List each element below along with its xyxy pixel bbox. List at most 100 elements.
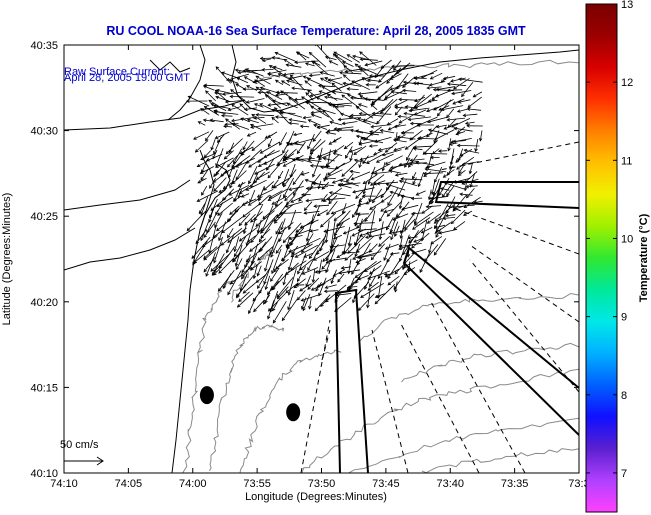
current-vector [457, 145, 480, 147]
current-vector-head [327, 78, 332, 82]
current-vector [206, 153, 223, 162]
current-vector [251, 138, 267, 151]
current-vector-head [279, 142, 283, 146]
current-vector-head [364, 268, 368, 273]
current-vector-head [292, 132, 297, 137]
current-vector-head [285, 244, 290, 248]
current-vector-head [275, 250, 280, 254]
current-vector [329, 102, 353, 106]
current-vector-head [443, 126, 448, 130]
current-vector-head [256, 194, 261, 198]
current-vector-head [346, 87, 351, 91]
current-vector [294, 138, 315, 145]
current-vector-head [376, 181, 381, 186]
colorbar-tick-label: 9 [621, 312, 627, 324]
current-vector-head [186, 227, 191, 232]
current-vector-head [330, 280, 334, 285]
current-vector [223, 125, 233, 128]
current-vector-head [341, 173, 345, 177]
current-vector [411, 232, 430, 249]
current-vector-head [379, 110, 384, 114]
current-vector-head [412, 175, 416, 180]
current-vector-head [235, 83, 240, 87]
depth-contour [209, 324, 285, 472]
current-vector-head [288, 121, 292, 126]
current-vector-head [281, 317, 286, 322]
current-vector [327, 162, 346, 176]
current-vector-head [282, 281, 286, 286]
current-vector-head [331, 82, 335, 87]
current-vector [334, 145, 345, 153]
current-vector [222, 273, 232, 289]
current-vector [430, 195, 449, 200]
current-vector [271, 195, 288, 205]
current-vector-head [365, 83, 369, 87]
current-vector [462, 161, 479, 165]
current-vector-head [250, 125, 254, 129]
current-vector-head [236, 304, 241, 308]
current-vector [403, 259, 418, 268]
x-axis-label: Longitude (Degrees:Minutes) [245, 491, 387, 503]
current-vector-head [336, 223, 340, 227]
current-vector-head [223, 155, 228, 160]
current-vector [257, 188, 274, 198]
current-vector-head [342, 61, 346, 65]
current-vector [222, 188, 235, 201]
current-vector-head [287, 266, 292, 271]
current-vector [314, 204, 330, 207]
current-vector-head [312, 138, 317, 142]
current-vector-head [236, 77, 241, 81]
current-vector-head [462, 212, 467, 216]
scale-arrow-head [96, 456, 104, 466]
current-vector [356, 106, 374, 119]
current-vector [316, 277, 335, 288]
current-vector [264, 251, 271, 272]
current-vector-head [394, 173, 399, 177]
current-vector-head [344, 257, 349, 261]
current-vector-head [261, 68, 265, 72]
current-vector-head [282, 157, 287, 162]
current-vector-head [389, 251, 394, 256]
current-vector [273, 178, 290, 189]
current-vector [218, 257, 235, 274]
current-vector [227, 228, 234, 238]
current-vector [463, 196, 481, 208]
current-vector-head [456, 109, 461, 113]
current-vector-head [205, 90, 209, 94]
current-vector-head [215, 95, 220, 100]
current-vector-head [433, 137, 438, 141]
current-vector-head [302, 115, 307, 120]
current-vector [398, 116, 408, 118]
current-vector-head [287, 306, 291, 311]
current-vector [285, 201, 304, 208]
current-vector [329, 192, 351, 197]
current-vector [265, 275, 271, 290]
current-vector [409, 107, 430, 112]
current-vector [384, 209, 394, 213]
current-vector-head [334, 299, 338, 303]
current-vector [250, 261, 262, 271]
current-vector-head [384, 246, 389, 250]
current-vector-head [380, 194, 384, 199]
current-vector [324, 290, 338, 292]
current-vector [276, 91, 298, 94]
marker-east [286, 403, 301, 422]
colorbar-tick-label: 8 [621, 390, 627, 402]
current-vector-head [301, 271, 306, 275]
current-vector [233, 148, 243, 164]
current-vector [270, 228, 281, 255]
current-vector [401, 125, 419, 135]
current-vector-head [342, 231, 347, 235]
current-vector [345, 146, 353, 159]
current-vector [200, 169, 209, 181]
current-vector-head [380, 65, 385, 69]
current-vector [272, 301, 287, 324]
current-vector-head [373, 152, 377, 156]
current-vector-head [193, 259, 197, 264]
current-vector-head [194, 148, 199, 153]
current-vector-head [273, 268, 277, 273]
current-vector [391, 91, 407, 95]
current-vector [382, 161, 386, 171]
current-vector [275, 52, 297, 62]
